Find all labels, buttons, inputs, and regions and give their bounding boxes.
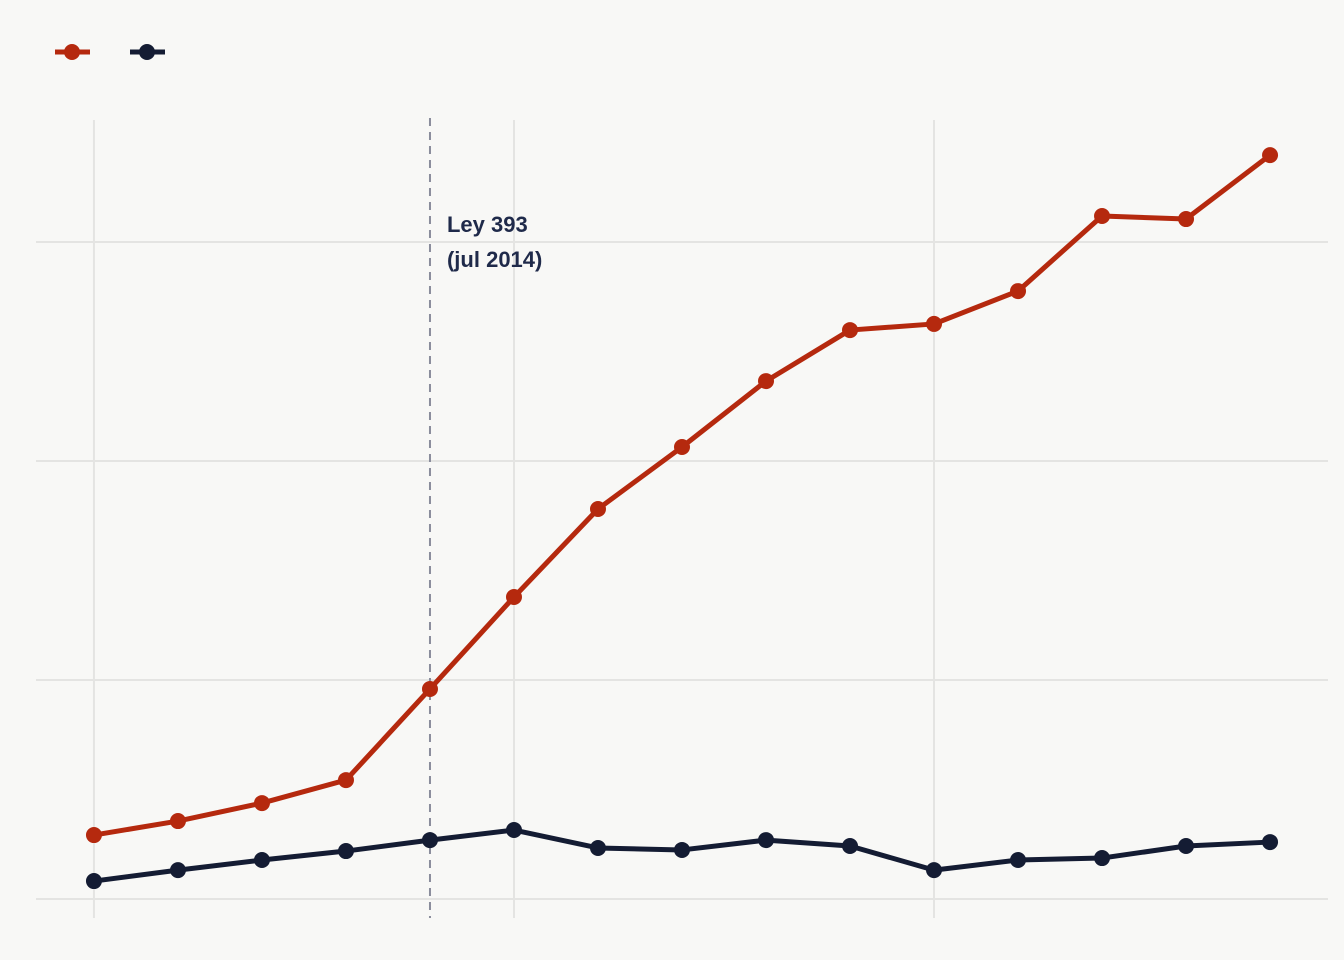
data-point xyxy=(421,832,438,849)
data-point xyxy=(1094,207,1111,224)
data-point xyxy=(842,322,859,339)
data-point xyxy=(169,813,186,830)
data-point xyxy=(926,862,943,879)
data-point xyxy=(85,873,102,890)
data-point xyxy=(1178,838,1195,855)
annotation-text: Ley 393 xyxy=(447,212,528,237)
data-point xyxy=(758,832,775,849)
data-point xyxy=(85,827,102,844)
data-point xyxy=(1094,850,1111,867)
data-point xyxy=(1010,852,1027,869)
data-point xyxy=(253,852,270,869)
data-point xyxy=(505,822,522,839)
data-point xyxy=(589,500,606,517)
data-point xyxy=(337,772,354,789)
data-point xyxy=(337,843,354,860)
data-point xyxy=(1010,283,1027,300)
data-point xyxy=(169,862,186,879)
data-point xyxy=(1262,834,1279,851)
data-point xyxy=(253,795,270,812)
data-point xyxy=(758,373,775,390)
data-point xyxy=(842,838,859,855)
data-point xyxy=(926,315,943,332)
data-point xyxy=(421,680,438,697)
data-point xyxy=(1262,147,1279,164)
data-point xyxy=(674,841,690,858)
data-point xyxy=(589,839,606,856)
series-line xyxy=(93,153,1272,838)
data-point xyxy=(674,439,690,456)
annotation-text: (jul 2014) xyxy=(447,247,542,272)
data-point xyxy=(505,589,522,606)
data-point xyxy=(1178,211,1195,228)
legend-marker xyxy=(64,44,80,60)
legend-marker xyxy=(139,44,155,60)
